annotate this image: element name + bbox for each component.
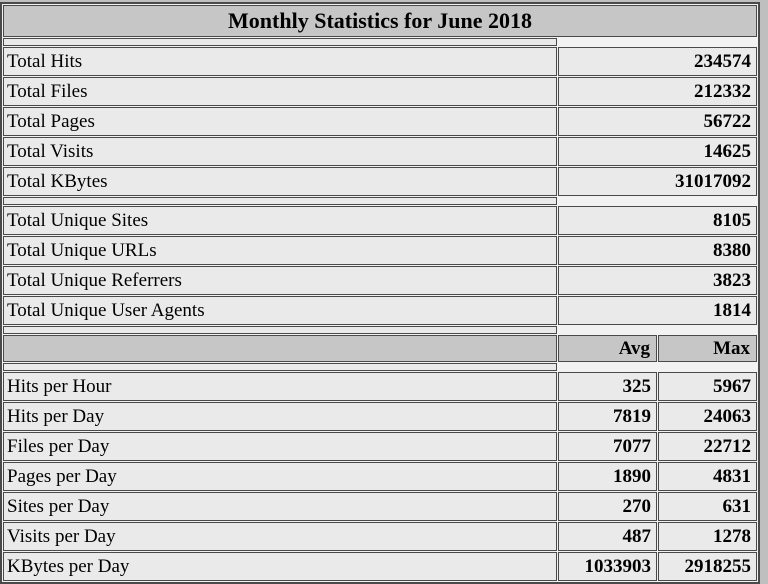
avg-max-header-row: Avg Max xyxy=(3,335,758,362)
stat-value: 3823 xyxy=(558,266,758,295)
spacer-row xyxy=(3,38,757,46)
stat-label: Total Unique Referrers xyxy=(3,266,557,295)
stat-label: Pages per Day xyxy=(3,462,557,491)
stats-row-unique-urls: Total Unique URLs 8380 xyxy=(3,236,758,265)
stat-label: Hits per Hour xyxy=(3,372,557,401)
stat-value: 8380 xyxy=(558,236,758,265)
stat-label: Total Files xyxy=(3,77,557,106)
stat-value: 212332 xyxy=(558,77,758,106)
stats-row-sites-per-day: Sites per Day 270 631 xyxy=(3,492,758,521)
stat-max: 22712 xyxy=(658,432,758,461)
stat-max: 1278 xyxy=(658,522,758,551)
stat-avg: 7819 xyxy=(558,402,657,431)
stat-label: Total KBytes xyxy=(3,167,557,196)
stat-avg: 1890 xyxy=(558,462,657,491)
spacer-row xyxy=(3,197,757,205)
spacer-cell xyxy=(3,363,557,371)
stats-row-kbytes-per-day: KBytes per Day 1033903 2918255 xyxy=(3,552,758,581)
stat-label: Total Pages xyxy=(3,107,557,136)
stats-row-hits-per-hour: Hits per Hour 325 5967 xyxy=(3,372,758,401)
spacer-row xyxy=(3,363,757,371)
stat-label: Sites per Day xyxy=(3,492,557,521)
stat-avg: 270 xyxy=(558,492,657,521)
stat-max: 4831 xyxy=(658,462,758,491)
stats-row-total-kbytes: Total KBytes 31017092 xyxy=(3,167,758,196)
stat-value: 1814 xyxy=(558,296,758,325)
stat-value: 234574 xyxy=(558,47,758,76)
max-column-header: Max xyxy=(658,335,758,362)
spacer-cell xyxy=(3,326,557,334)
spacer-cell xyxy=(3,197,557,205)
stats-row-total-hits: Total Hits 234574 xyxy=(3,47,758,76)
stat-label: Total Hits xyxy=(3,47,557,76)
avg-column-header: Avg xyxy=(558,335,657,362)
stats-row-pages-per-day: Pages per Day 1890 4831 xyxy=(3,462,758,491)
spacer-gap xyxy=(558,197,757,205)
stat-avg: 7077 xyxy=(558,432,657,461)
spacer-gap xyxy=(558,363,757,371)
stat-avg: 1033903 xyxy=(558,552,657,581)
stats-row-unique-referrers: Total Unique Referrers 3823 xyxy=(3,266,758,295)
stat-value: 8105 xyxy=(558,206,758,235)
stats-row-hits-per-day: Hits per Day 7819 24063 xyxy=(3,402,758,431)
spacer-row xyxy=(3,326,757,334)
stat-label: KBytes per Day xyxy=(3,552,557,581)
spacer-cell xyxy=(3,38,557,46)
stat-label: Visits per Day xyxy=(3,522,557,551)
stat-value: 31017092 xyxy=(558,167,758,196)
stats-row-total-pages: Total Pages 56722 xyxy=(3,107,758,136)
stat-max: 24063 xyxy=(658,402,758,431)
spacer-gap xyxy=(558,326,757,334)
stat-value: 14625 xyxy=(558,137,758,166)
stat-label: Hits per Day xyxy=(3,402,557,431)
stat-label: Total Unique URLs xyxy=(3,236,557,265)
stat-max: 2918255 xyxy=(658,552,758,581)
stats-row-files-per-day: Files per Day 7077 22712 xyxy=(3,432,758,461)
stats-row-unique-user-agents: Total Unique User Agents 1814 xyxy=(3,296,758,325)
stat-value: 56722 xyxy=(558,107,758,136)
stats-row-total-files: Total Files 212332 xyxy=(3,77,758,106)
stat-label: Files per Day xyxy=(3,432,557,461)
stat-label: Total Unique User Agents xyxy=(3,296,557,325)
spacer-gap xyxy=(558,38,757,46)
stat-max: 631 xyxy=(658,492,758,521)
page-title: Monthly Statistics for June 2018 xyxy=(3,5,758,37)
stats-row-unique-sites: Total Unique Sites 8105 xyxy=(3,206,758,235)
stats-row-total-visits: Total Visits 14625 xyxy=(3,137,758,166)
title-row: Monthly Statistics for June 2018 xyxy=(3,5,758,37)
stat-max: 5967 xyxy=(658,372,758,401)
stat-avg: 487 xyxy=(558,522,657,551)
stats-row-visits-per-day: Visits per Day 487 1278 xyxy=(3,522,758,551)
stat-avg: 325 xyxy=(558,372,657,401)
stat-label: Total Visits xyxy=(3,137,557,166)
header-empty-cell xyxy=(3,335,557,362)
stat-label: Total Unique Sites xyxy=(3,206,557,235)
